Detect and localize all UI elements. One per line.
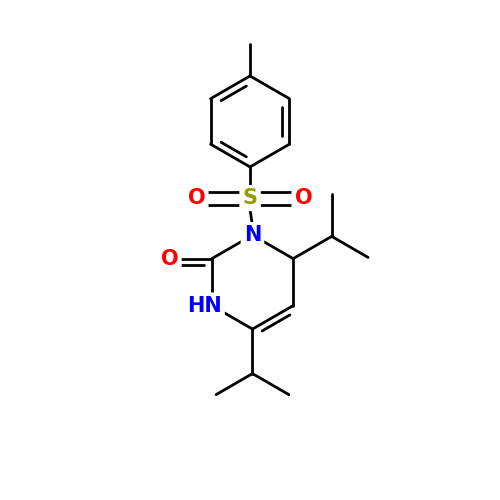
Text: O: O: [188, 188, 206, 208]
Text: HN: HN: [187, 296, 222, 316]
Text: O: O: [161, 248, 178, 268]
Text: S: S: [242, 188, 258, 208]
Text: O: O: [294, 188, 312, 208]
Text: N: N: [244, 225, 261, 245]
